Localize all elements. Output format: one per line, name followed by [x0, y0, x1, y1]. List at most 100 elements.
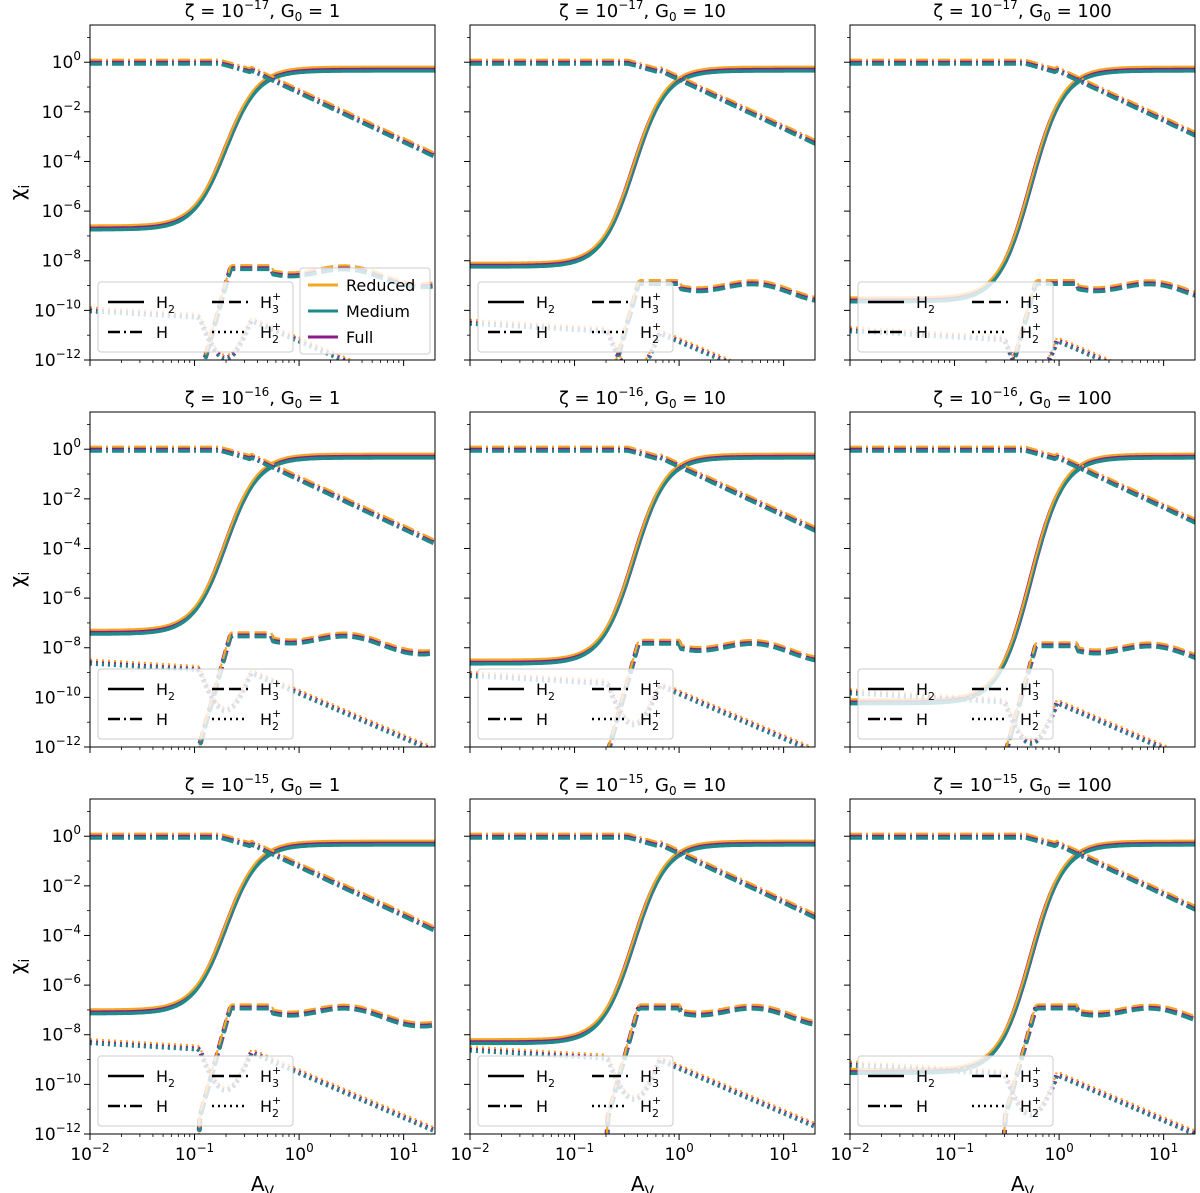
series-h2-reduced — [90, 839, 435, 1011]
series-h3-reduced — [615, 279, 815, 360]
subplot-title: ζ = 10−15, G0 = 10 — [559, 772, 726, 798]
species-legend-label: H2+ — [1020, 707, 1041, 733]
series-h-reduced — [850, 832, 1195, 907]
series-h2-medium — [90, 843, 435, 1016]
curves — [850, 832, 1195, 1134]
y-tick-label: 10−8 — [42, 1022, 81, 1046]
series-h3-reduced — [607, 638, 815, 747]
series-h2p-reduced — [90, 658, 435, 747]
y-tick-label: 10−2 — [42, 873, 81, 897]
series-h2-medium — [90, 456, 435, 636]
series-h-medium — [850, 449, 1195, 525]
series-h-reduced — [850, 445, 1195, 520]
species-legend-box — [477, 1055, 674, 1127]
y-tick-label: 100 — [52, 823, 81, 847]
model-legend-label: Full — [346, 328, 373, 347]
series-h2-medium — [470, 843, 815, 1046]
series-h3-medium — [607, 642, 815, 747]
species-legend-box — [477, 281, 674, 353]
series-h2-full — [90, 67, 435, 231]
y-tick-label: 10−4 — [42, 148, 81, 172]
series-h2-medium — [90, 69, 435, 232]
series-h-medium — [90, 836, 435, 933]
series-h3-reduced — [198, 631, 435, 747]
plot-frame — [849, 24, 1196, 361]
species-legend-label: H3+ — [260, 290, 281, 316]
species-legend: H2 H3+ H H2+ — [857, 1055, 1054, 1127]
species-legend-label: H2+ — [640, 1094, 661, 1120]
series-h-full — [470, 447, 815, 533]
species-legend-box — [477, 668, 674, 740]
species-legend-label: H2+ — [1020, 1094, 1041, 1120]
y-tick-label: 100 — [52, 436, 81, 460]
y-tick-label: 10−6 — [42, 198, 81, 222]
series-h-medium — [90, 62, 435, 159]
species-legend-label: H2+ — [260, 1094, 281, 1120]
y-tick-label: 10−4 — [42, 922, 81, 946]
species-legend-label: H3+ — [640, 290, 661, 316]
species-legend-label: H2 — [536, 293, 555, 316]
y-tick-label: 10−12 — [34, 734, 81, 758]
subplot-2-2: ζ = 10−15, G0 = 100 10−2 10−1 100 101 AV H2 H3+… — [830, 772, 1196, 1193]
species-legend-label: H — [156, 323, 168, 342]
series-h2-full — [90, 841, 435, 1015]
series-h2-full — [470, 454, 815, 666]
series-h2-medium — [470, 456, 815, 666]
x-axis-label: AV — [251, 1172, 275, 1193]
y-tick-label: 10−6 — [42, 972, 81, 996]
series-h3-reduced — [197, 1003, 435, 1134]
series-h2-medium — [850, 69, 1195, 304]
species-legend-box — [97, 668, 294, 740]
x-axis-label: AV — [631, 1172, 655, 1193]
curves — [90, 445, 435, 747]
series-h2-medium — [470, 69, 815, 269]
species-legend: H2 H3+ H H2+ — [477, 281, 674, 353]
series-h2-full — [90, 454, 435, 636]
series-h-medium — [470, 449, 815, 533]
series-h2p-reduced — [850, 688, 1172, 747]
species-legend-label: H2 — [536, 680, 555, 703]
series-h-full — [850, 834, 1195, 911]
series-h-reduced — [90, 832, 435, 929]
subplot-title: ζ = 10−17, G0 = 10 — [559, 0, 726, 24]
y-tick-label: 10−12 — [34, 1121, 81, 1145]
y-tick-label: 10−2 — [42, 486, 81, 510]
series-h-medium — [470, 836, 815, 920]
species-legend-label: H — [536, 323, 548, 342]
species-legend: H2 H3+ H H2+ — [477, 1055, 674, 1127]
series-h2p-full — [850, 1062, 1195, 1134]
y-axis-label: χi — [5, 185, 33, 200]
curves — [90, 832, 435, 1134]
y-axis-label: χi — [5, 959, 33, 974]
species-legend-label: H2 — [156, 680, 175, 703]
species-legend-label: H2 — [916, 293, 935, 316]
species-legend-box — [97, 1055, 294, 1127]
species-legend: H2 H3+ H H2+ — [857, 668, 1054, 740]
species-legend-label: H3+ — [640, 677, 661, 703]
series-h2-reduced — [90, 452, 435, 631]
plot-frame — [849, 411, 1196, 748]
series-h-medium — [90, 449, 435, 546]
model-legend-label: Reduced — [346, 276, 415, 295]
series-h2-reduced — [850, 839, 1195, 1071]
y-tick-label: 10−6 — [42, 585, 81, 609]
y-tick-label: 10−10 — [34, 1071, 81, 1095]
x-axis-label: AV — [1011, 1172, 1035, 1193]
series-h2p-medium — [850, 1064, 1195, 1134]
species-legend-label: H3+ — [1020, 677, 1041, 703]
series-h-medium — [850, 836, 1195, 912]
x-tick-label: 10−2 — [450, 1141, 489, 1165]
series-h2p-medium — [90, 1041, 435, 1134]
series-h2p-reduced — [850, 1060, 1195, 1132]
species-legend-label: H2+ — [260, 320, 281, 346]
species-legend: H2 H3+ H H2+ — [97, 1055, 294, 1127]
subplot-0-2: ζ = 10−17, G0 = 100 H2 H3+ H H2+ — [844, 0, 1196, 366]
y-tick-label: 10−10 — [34, 297, 81, 321]
subplot-2-0: ζ = 10−15, G0 = 1 100 10−2 10−4 10−6 10−8 10−1… — [5, 772, 436, 1193]
series-h2p-reduced — [90, 1038, 435, 1129]
species-legend: H2 H3+ H H2+ — [97, 668, 294, 740]
model-legend-box — [299, 267, 431, 355]
species-legend-label: H — [916, 323, 928, 342]
species-legend-box — [857, 1055, 1054, 1127]
